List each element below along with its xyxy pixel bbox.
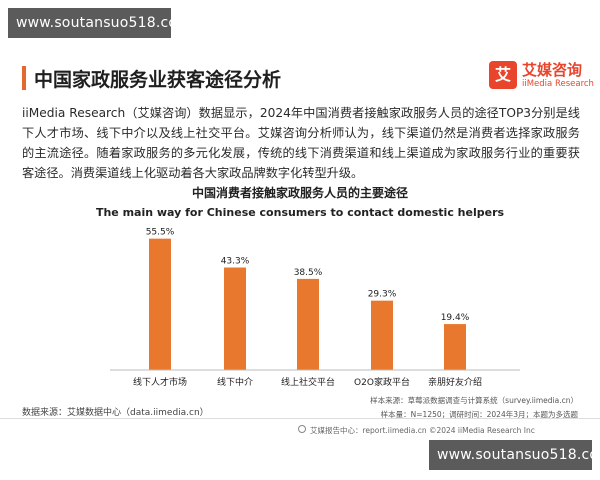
category-label: 线下人才市场 xyxy=(133,376,187,388)
sample-info: 样本来源：草莓派数据调查与计算系统（survey.iimedia.cn） 样本量… xyxy=(370,394,578,422)
footer-text: 艾媒报告中心：report.iimedia.cn ©2024 iiMedia R… xyxy=(310,426,535,435)
bar-value-label: 43.3% xyxy=(221,257,250,267)
report-center-icon xyxy=(298,425,306,433)
bar-4 xyxy=(371,300,393,370)
bar-3 xyxy=(297,278,319,370)
brand-logo-icon: 艾 xyxy=(489,61,517,89)
brand-name: 艾媒咨询 xyxy=(522,61,583,79)
bar-value-label: 38.5% xyxy=(294,268,323,278)
header-accent-bar xyxy=(22,66,26,90)
bar-1 xyxy=(149,238,171,370)
page-header: 中国家政服务业获客途径分析 xyxy=(22,62,582,96)
watermark-bottom: www.soutansuo518.com xyxy=(429,440,600,470)
category-label: 亲朋好友介绍 xyxy=(428,376,482,388)
summary-paragraph: iiMedia Research（艾媒咨询）数据显示，2024年中国消费者接触家… xyxy=(22,106,580,180)
data-source: 数据来源：艾媒数据中心（data.iimedia.cn） xyxy=(22,408,209,418)
bar-value-label: 55.5% xyxy=(146,228,175,238)
sample-size: 样本量：N=1250；调研时间：2024年3月；本题为多选题 xyxy=(380,410,578,419)
bar-value-label: 19.4% xyxy=(441,313,470,323)
bar-chart: 55.5% 线下人才市场 43.3% 线下中介 38.5% 线上社交平台 29.3% O2O家… xyxy=(110,228,520,388)
brand-logo: 艾 艾媒咨询 iiMedia Research xyxy=(489,58,594,98)
bar-2 xyxy=(224,267,246,370)
watermark-top: www.soutansuo518.com xyxy=(8,8,191,38)
category-label: 线下中介 xyxy=(217,376,253,388)
brand-subname: iiMedia Research xyxy=(522,79,594,89)
category-label: O2O家政平台 xyxy=(354,376,410,388)
page-title: 中国家政服务业获客途径分析 xyxy=(34,69,282,91)
sample-source: 样本来源：草莓派数据调查与计算系统（survey.iimedia.cn） xyxy=(370,396,578,405)
bar-5 xyxy=(444,324,466,370)
category-label: 线上社交平台 xyxy=(281,376,335,388)
chart-title: 中国消费者接触家政服务人员的主要途径 xyxy=(191,186,408,200)
bar-value-label: 29.3% xyxy=(368,290,397,300)
footer: 艾媒报告中心：report.iimedia.cn ©2024 iiMedia R… xyxy=(0,418,600,438)
chart-subtitle: The main way for Chinese consumers to co… xyxy=(95,206,505,219)
